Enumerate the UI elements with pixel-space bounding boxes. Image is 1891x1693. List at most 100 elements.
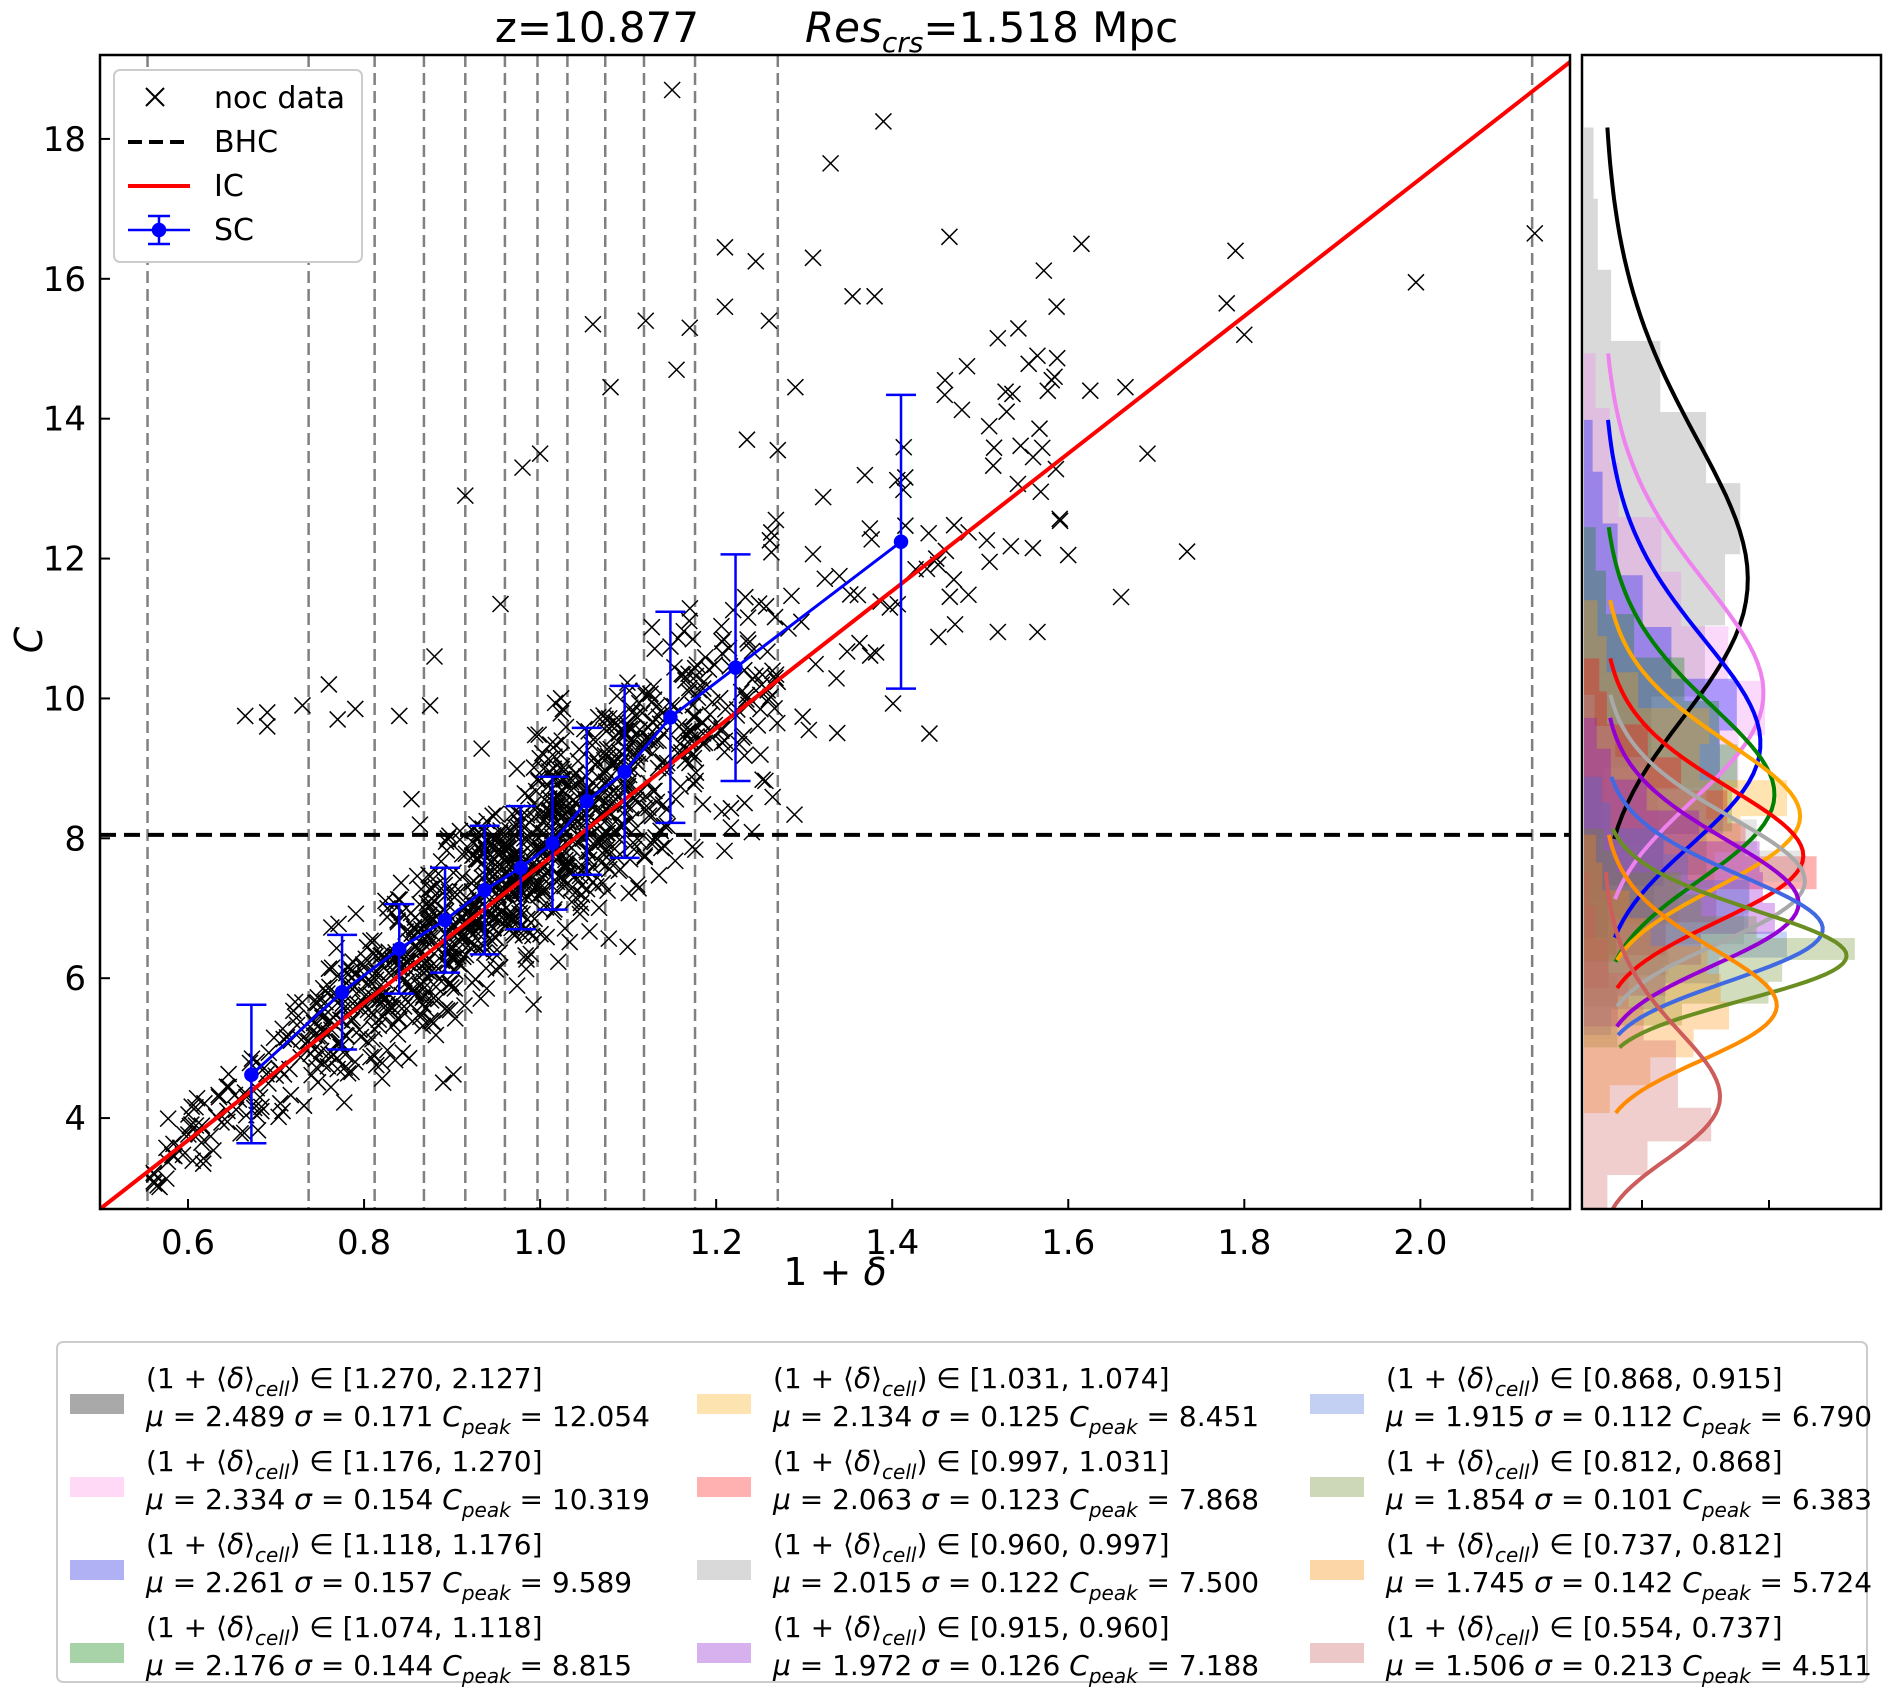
bottom-legend-entry-8: (1 + ⟨δ⟩cell) ∈ [0.868, 0.915]μ = 1.915 …	[1310, 1362, 1872, 1439]
rh-bar-5-9	[1584, 658, 1600, 692]
scatter-point-577	[519, 787, 538, 805]
scatter-point-1251	[804, 249, 822, 267]
bottom-legend-entries: (1 + ⟨δ⟩cell) ∈ [1.270, 2.127]μ = 2.489 …	[70, 1362, 1872, 1688]
scatter-point-1258	[1138, 445, 1157, 463]
rh-bar-7-0	[1584, 995, 1618, 1027]
bottom-legend-stats: μ = 2.489 σ = 0.171 Cpeak = 12.054	[145, 1400, 650, 1439]
scatter-point-1222	[985, 439, 1003, 457]
scatter-point-82	[179, 1125, 197, 1144]
right-panel-background	[1582, 55, 1881, 1209]
scatter-point-284	[400, 1049, 418, 1067]
rh-bar-1-5	[1584, 571, 1682, 627]
scatter-point-425	[438, 1001, 456, 1020]
scatter-point-1229	[1035, 262, 1053, 280]
scatter-point-989	[613, 816, 632, 834]
sc-point-10	[720, 553, 751, 783]
scatter-point-116	[347, 905, 365, 923]
bottom-legend-range-value: [0.737, 0.812]	[1583, 1528, 1783, 1561]
scatter-point-1223	[881, 598, 899, 616]
scatter-point-975	[600, 709, 618, 727]
scatter-point-1011	[681, 599, 699, 617]
scatter-point-1215	[953, 401, 971, 419]
rh-bar-9-8	[1584, 850, 1617, 873]
rh-curve-5	[1608, 657, 1806, 990]
rh-bar-0-0	[1584, 767, 1604, 839]
x-axis-ticks: 0.6 0.8 1.0 1.2 1.4 1.6 1.8 2.0	[161, 1199, 1447, 1263]
scatter-point-408	[425, 892, 443, 910]
scatter-point-1033	[687, 764, 705, 782]
scatter-point-1226	[894, 481, 912, 499]
scatter-point-718	[533, 884, 551, 902]
sc-point-8	[609, 684, 640, 860]
scatter-point-1201	[997, 383, 1015, 401]
scatter-point-66	[235, 1124, 253, 1142]
scatter-point-1065	[639, 719, 657, 737]
bottom-legend-mu: 2.489	[205, 1400, 285, 1433]
bottom-legend-range-value: [1.031, 1.074]	[970, 1362, 1170, 1395]
scatter-point-761	[557, 718, 575, 736]
scatter-point-1271	[258, 717, 276, 735]
scatter-point-270	[414, 995, 432, 1013]
scatter-point-350	[420, 880, 438, 898]
rh-bar-0-2	[1584, 625, 1705, 697]
bottom-legend-swatch	[697, 1394, 751, 1414]
rh-bar-1-8	[1584, 407, 1610, 463]
bottom-legend-range: (1 + ⟨δ⟩cell) ∈ [0.868, 0.915]	[1386, 1362, 1783, 1401]
scatter-point-1263	[989, 623, 1007, 641]
scatter-point-1139	[694, 795, 712, 813]
scatter-point-769	[540, 789, 558, 807]
scatter-point-1129	[753, 666, 771, 684]
scatter-point-526	[467, 922, 485, 941]
scatter-point-1182	[785, 806, 804, 824]
scatter-point-826	[580, 722, 598, 740]
scatter-point-332	[442, 974, 460, 992]
bottom-legend-range: (1 + ⟨δ⟩cell) ∈ [1.031, 1.074]	[773, 1362, 1170, 1401]
rh-curve-10	[1606, 834, 1779, 1115]
scatter-point-1072	[675, 722, 693, 740]
bottom-legend-swatch	[697, 1477, 751, 1497]
rh-curve-6	[1608, 694, 1807, 1008]
scatter-point-20	[184, 1152, 202, 1170]
scatter-point-538	[473, 921, 491, 939]
y-tick-label-4: 12	[43, 540, 86, 580]
rh-bar-0-7	[1584, 269, 1612, 341]
scatter-point-1175	[800, 721, 818, 739]
bottom-legend-sigma: 0.122	[980, 1566, 1060, 1599]
rh-bar-3-2	[1584, 831, 1707, 875]
rh-bar-3-6	[1584, 657, 1685, 701]
scatter-point-667	[499, 855, 517, 873]
scatter-point-633	[504, 924, 522, 942]
bottom-legend-sigma: 0.126	[980, 1649, 1060, 1682]
bottom-legend-sigma: 0.144	[353, 1649, 433, 1682]
scatter-point-309	[374, 1008, 392, 1026]
right-panel-frame	[1580, 53, 1883, 1211]
scatter-point-50	[194, 1149, 213, 1167]
scatter-point-735	[552, 868, 570, 886]
scatter-point-1255	[1028, 347, 1046, 365]
scatter-point-1285	[513, 459, 532, 477]
scatter-point-1148	[712, 617, 730, 635]
bottom-legend-sigma: 0.112	[1593, 1400, 1673, 1433]
rh-bar-6-9	[1584, 694, 1595, 726]
scatter-point-1167	[694, 714, 712, 732]
scatter-point-1121	[724, 601, 742, 619]
rh-bar-3-7	[1584, 614, 1635, 658]
scatter-point-189	[328, 1049, 346, 1067]
scatter-point-1207	[981, 553, 999, 571]
rh-bar-9-0	[1584, 1025, 1618, 1048]
rh-bar-0-3	[1584, 554, 1726, 626]
scatter-point-882	[584, 730, 602, 748]
scatter-point-1195	[1002, 537, 1020, 555]
rh-bar-7-6	[1584, 810, 1700, 842]
scatter-point-1055	[687, 772, 705, 790]
scatter-point-866	[572, 894, 590, 912]
scatter-point-640	[497, 835, 515, 853]
scatter-point-481	[473, 869, 491, 887]
scatter-point-860	[581, 922, 599, 940]
bottom-legend-range: (1 + ⟨δ⟩cell) ∈ [1.074, 1.118]	[146, 1611, 543, 1650]
bottom-legend-entry-1: (1 + ⟨δ⟩cell) ∈ [1.176, 1.270]μ = 2.334 …	[70, 1445, 650, 1522]
bottom-legend-stats: μ = 2.015 σ = 0.122 Cpeak = 7.500	[772, 1566, 1259, 1605]
scatter-point-1165	[739, 609, 757, 627]
scatter-point-1099	[713, 803, 731, 821]
